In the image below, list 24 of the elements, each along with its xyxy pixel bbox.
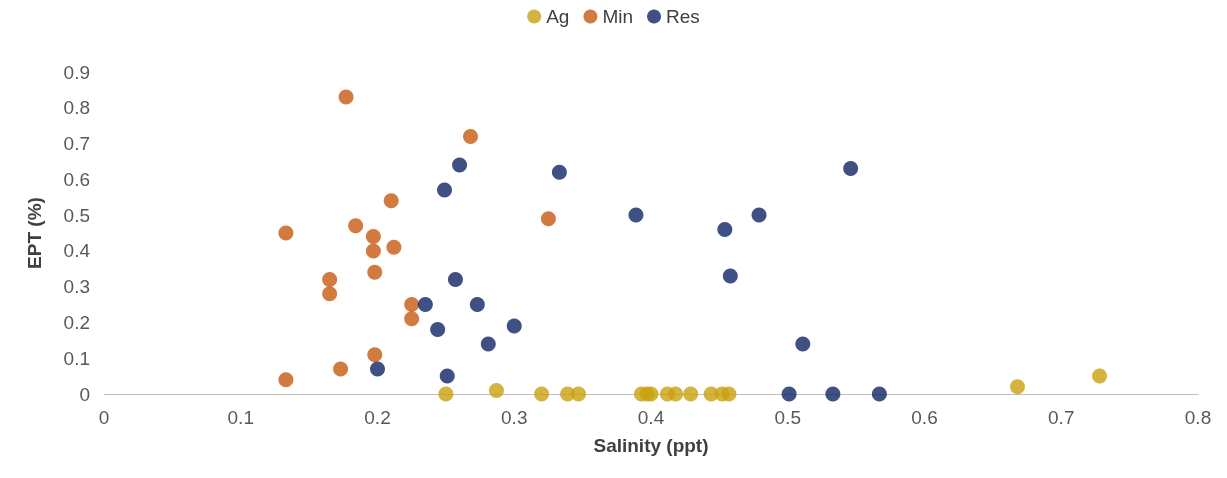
legend-label: Min bbox=[602, 6, 634, 27]
y-tick-label: 0 bbox=[79, 383, 90, 405]
y-tick-label: 0.3 bbox=[63, 276, 90, 298]
y-tick-label: 0.5 bbox=[63, 204, 90, 226]
y-tick-label: 0.1 bbox=[63, 347, 90, 369]
y-tick-label: 0.9 bbox=[63, 61, 90, 83]
x-axis-title: Salinity (ppt) bbox=[593, 435, 709, 456]
x-tick-label: 0.3 bbox=[501, 407, 528, 428]
legend-label: Res bbox=[666, 6, 700, 27]
x-tick-label: 0.6 bbox=[911, 407, 938, 428]
x-tick-label: 0.2 bbox=[364, 407, 391, 428]
x-tick-label: 0.1 bbox=[227, 407, 254, 428]
y-tick-label: 0.6 bbox=[63, 168, 90, 190]
y-tick-label: 0.8 bbox=[63, 97, 90, 119]
y-tick-label: 0.7 bbox=[63, 133, 90, 155]
y-axis-title: EPT (%) bbox=[24, 197, 45, 269]
y-tick-label: 0.4 bbox=[63, 240, 91, 262]
y-tick-label: 0.2 bbox=[63, 311, 90, 333]
x-tick-label: 0.7 bbox=[1048, 407, 1075, 428]
x-tick-label: 0 bbox=[98, 407, 110, 428]
x-tick-label: 0.8 bbox=[1184, 407, 1212, 428]
x-tick-label: 0.5 bbox=[774, 407, 801, 428]
x-tick-label: 0.4 bbox=[637, 407, 665, 428]
legend-label: Ag bbox=[546, 6, 570, 27]
